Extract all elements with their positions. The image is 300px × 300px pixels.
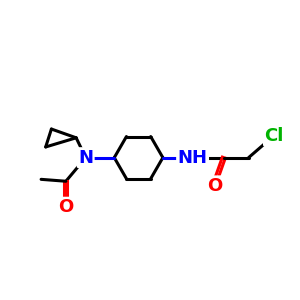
Text: Cl: Cl [264, 127, 284, 145]
Text: O: O [58, 198, 74, 216]
Text: O: O [207, 177, 222, 195]
Text: NH: NH [178, 148, 208, 166]
Text: N: N [78, 148, 93, 166]
